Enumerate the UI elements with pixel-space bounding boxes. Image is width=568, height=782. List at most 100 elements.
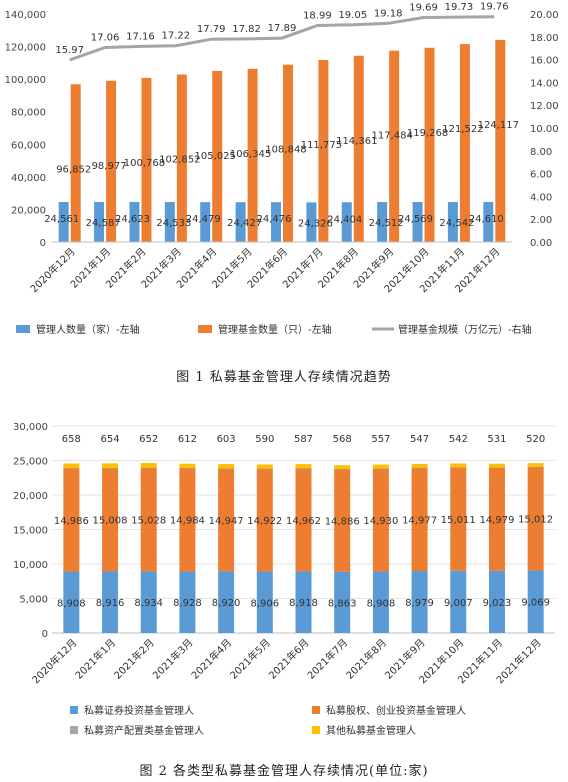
x-tick-label: 2021年3月: [150, 636, 196, 682]
bar-managers: [412, 201, 423, 242]
bar-equity-vc: [179, 468, 196, 572]
bar-securities: [450, 570, 467, 633]
x-tick-label: 2021年2月: [111, 636, 157, 682]
bar-managers: [235, 202, 246, 242]
data-label-managers: 24,476: [257, 214, 292, 225]
y-tick-label: 5,000: [19, 595, 48, 606]
y-right-tick-label: 6.00: [530, 170, 552, 181]
bar-equity-vc: [63, 468, 80, 572]
data-label-funds: 98,977: [92, 161, 127, 172]
x-tick-label: 2020年12月: [27, 245, 77, 295]
data-label-other: 568: [333, 434, 352, 445]
bar-asset-allocation: [295, 468, 312, 469]
bar-equity-vc: [488, 467, 505, 571]
bar-other: [334, 465, 351, 470]
y-tick-label: 20,000: [13, 491, 48, 502]
data-label-equity-vc: 14,947: [209, 516, 244, 527]
bar-funds: [247, 68, 258, 242]
data-label-securities: 9,023: [483, 598, 512, 609]
data-label-other: 603: [217, 434, 236, 445]
data-label-scale: 17.06: [91, 33, 120, 44]
bar-managers: [306, 202, 317, 242]
legend-swatch: [70, 706, 78, 714]
legend-swatch: [312, 706, 320, 714]
data-label-funds: 102,852: [159, 154, 200, 165]
data-label-equity-vc: 14,984: [170, 516, 205, 527]
bar-equity-vc: [450, 467, 467, 571]
x-tick-label: 2021年4月: [188, 636, 234, 682]
y-left-tick-label: 120,000: [5, 43, 46, 54]
bar-funds: [389, 50, 400, 242]
bar-asset-allocation: [334, 469, 351, 470]
x-tick-label: 2021年8月: [343, 636, 389, 682]
data-label-scale: 17.22: [162, 31, 191, 42]
bar-other: [63, 463, 80, 469]
x-tick-label: 2021年5月: [227, 636, 273, 682]
bar-funds: [176, 74, 187, 242]
data-label-managers: 24,587: [86, 218, 121, 229]
y-left-tick-label: 0: [40, 238, 46, 249]
x-tick-label: 2020年12月: [29, 636, 79, 686]
bar-funds: [459, 44, 470, 242]
bar-securities: [256, 571, 273, 633]
bar-funds: [318, 59, 329, 242]
y-tick-label: 25,000: [13, 457, 48, 468]
bar-securities: [63, 571, 80, 633]
y-tick-label: 30,000: [13, 422, 48, 433]
data-label-managers: 24,404: [327, 214, 362, 225]
data-label-scale: 19.76: [480, 2, 509, 13]
bar-other: [179, 463, 196, 468]
bar-managers: [483, 201, 494, 242]
y-right-tick-label: 14.00: [530, 78, 559, 89]
data-label-scale: 19.73: [445, 2, 474, 13]
bar-managers: [58, 202, 69, 242]
y-right-tick-label: 16.00: [530, 56, 559, 67]
bar-managers: [377, 202, 388, 242]
bar-managers: [271, 202, 281, 242]
data-label-equity-vc: 14,979: [479, 515, 514, 526]
legend-label: 私募资产配置类基金管理人: [84, 724, 204, 737]
bar-other: [488, 463, 505, 468]
y-right-tick-label: 8.00: [530, 147, 552, 158]
data-label-securities: 8,908: [57, 598, 86, 609]
bar-managers: [94, 201, 105, 242]
data-label-managers: 24,569: [398, 214, 433, 225]
data-label-managers: 24,512: [369, 218, 404, 229]
data-label-securities: 8,934: [134, 598, 163, 609]
x-tick-label: 2021年6月: [266, 636, 312, 682]
bar-other: [102, 463, 119, 468]
legend-label: 其他私募基金管理人: [326, 724, 416, 737]
data-label-securities: 8,928: [173, 598, 202, 609]
bar-other: [140, 463, 157, 468]
data-label-scale: 19.18: [374, 8, 403, 19]
bar-equity-vc: [140, 467, 157, 572]
data-label-managers: 24,561: [44, 214, 79, 225]
data-label-other: 557: [371, 434, 390, 445]
data-label-funds: 119,268: [407, 128, 448, 139]
data-label-scale: 18.99: [303, 11, 332, 22]
data-label-managers: 24,479: [186, 214, 221, 225]
bar-other: [372, 464, 389, 469]
bar-other: [256, 464, 273, 469]
data-label-funds: 108,848: [265, 145, 306, 156]
bar-managers: [341, 202, 352, 242]
data-label-funds: 105,025: [195, 151, 236, 162]
x-tick-label: 2021年7月: [304, 636, 350, 682]
y-tick-label: 0: [42, 629, 48, 640]
legend-label: 管理基金规模（万亿元）-右轴: [398, 323, 532, 336]
data-label-scale: 17.89: [268, 23, 297, 34]
data-label-securities: 8,906: [250, 598, 279, 609]
data-label-securities: 9,069: [521, 598, 550, 609]
y-tick-label: 15,000: [13, 526, 48, 537]
bar-asset-allocation: [256, 468, 273, 470]
data-label-securities: 8,916: [96, 598, 125, 609]
chart-1-caption: 图 1 私募基金管理人存续情况趋势: [176, 370, 392, 385]
data-label-funds: 106,345: [230, 149, 271, 160]
data-label-managers: 24,427: [227, 218, 262, 229]
data-label-other: 658: [62, 434, 81, 445]
data-label-managers: 24,533: [156, 218, 191, 229]
bar-managers: [129, 201, 140, 242]
bar-other: [450, 463, 467, 468]
bar-asset-allocation: [372, 468, 389, 470]
data-label-scale: 17.82: [232, 24, 261, 35]
